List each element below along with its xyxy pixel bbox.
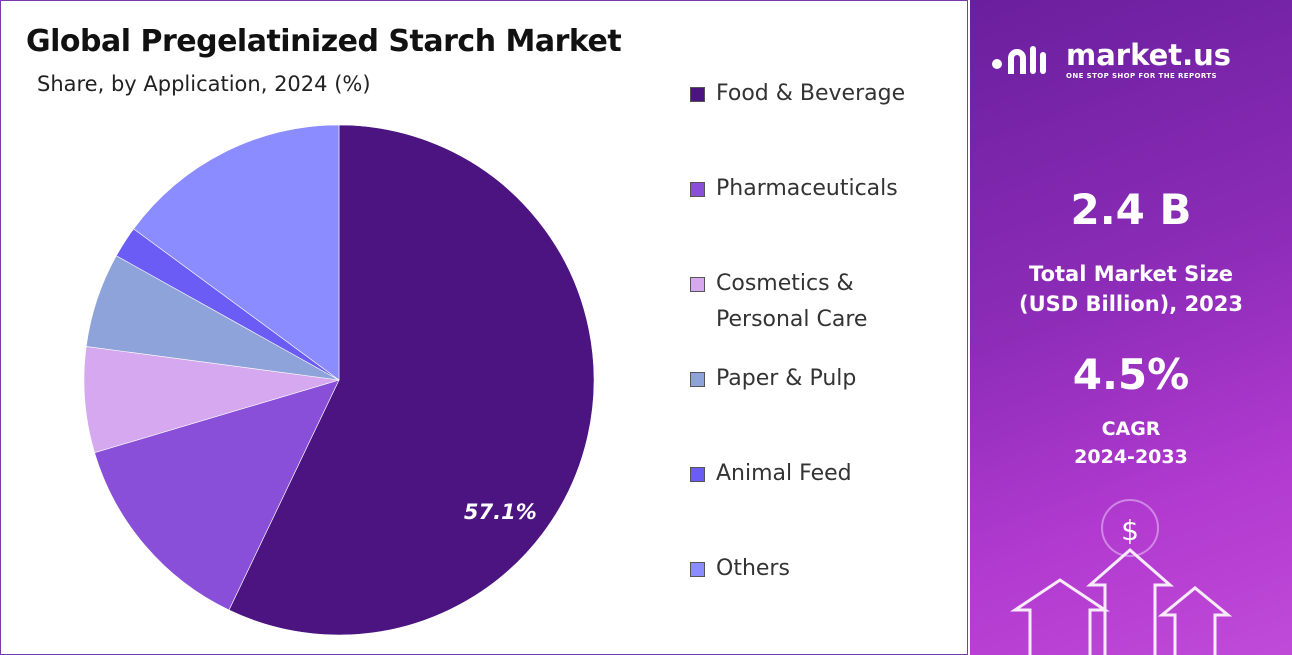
legend-label: Food & Beverage xyxy=(716,81,906,106)
market-size: 2.4 B xyxy=(1070,185,1192,234)
tagline: ONE STOP SHOP FOR THE REPORTS xyxy=(1066,72,1217,80)
legend-swatch xyxy=(690,467,705,482)
cagr-label: 2024-2033 xyxy=(1074,446,1188,468)
cagr-label: CAGR xyxy=(1101,418,1161,440)
legend-label: Paper & Pulp xyxy=(716,366,857,391)
legend-item: Pharmaceuticals xyxy=(690,171,936,207)
legend-item: Others xyxy=(690,551,936,587)
pie-slice xyxy=(83,346,340,454)
legend-swatch xyxy=(690,372,705,387)
pie-slice xyxy=(133,124,340,381)
cagr: 4.5% xyxy=(1072,350,1190,399)
chart-title: Global Pregelatinized Starch Market xyxy=(26,24,622,59)
legend-label: Pharmaceuticals xyxy=(716,176,898,201)
legend-label: Animal Feed xyxy=(716,461,852,486)
pie-slice xyxy=(228,124,595,636)
legend-label: Cosmetics & Personal Care xyxy=(716,271,868,332)
legend-item: Paper & Pulp xyxy=(690,361,936,397)
side-panel: $ market.us ONE STOP SHOP FOR THE REPORT… xyxy=(970,0,1292,655)
svg-text:$: $ xyxy=(1121,514,1139,547)
legend-swatch xyxy=(690,562,705,577)
pie-chart: 57.1% xyxy=(83,124,595,636)
legend-swatch xyxy=(690,87,705,102)
data-label: 57.1% xyxy=(464,500,537,524)
legend-item: Food & Beverage xyxy=(690,76,936,112)
legend-swatch xyxy=(690,277,705,292)
pie-slice xyxy=(94,379,340,611)
chart-subtitle: Share, by Application, 2024 (%) xyxy=(37,72,371,96)
market-size-label: Total Market Size xyxy=(1029,262,1233,286)
legend-swatch xyxy=(690,182,705,197)
legend-label: Others xyxy=(716,556,790,581)
legend-item: Animal Feed xyxy=(690,456,936,492)
market-size-label: (USD Billion), 2023 xyxy=(1018,292,1244,316)
brand: market.us xyxy=(1066,38,1232,72)
panel-decoration: $ xyxy=(992,46,1233,655)
legend-item: Cosmetics & Personal Care xyxy=(690,266,936,338)
